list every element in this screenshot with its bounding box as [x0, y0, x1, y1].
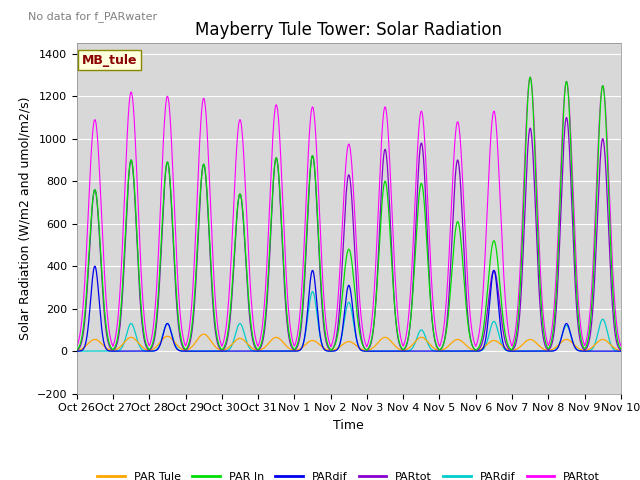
X-axis label: Time: Time: [333, 419, 364, 432]
Legend: PAR Tule, PAR In, PARdif, PARtot, PARdif, PARtot: PAR Tule, PAR In, PARdif, PARtot, PARdif…: [93, 467, 605, 480]
Text: MB_tule: MB_tule: [82, 54, 138, 67]
Title: Mayberry Tule Tower: Solar Radiation: Mayberry Tule Tower: Solar Radiation: [195, 21, 502, 39]
Y-axis label: Solar Radiation (W/m2 and umol/m2/s): Solar Radiation (W/m2 and umol/m2/s): [18, 96, 31, 340]
Text: No data for f_PARwater: No data for f_PARwater: [28, 11, 157, 22]
